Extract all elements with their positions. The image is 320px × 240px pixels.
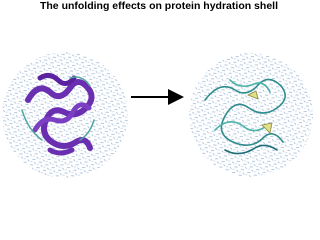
title: The unfolding effects on protein hydrati…: [40, 0, 278, 12]
page: The unfolding effects on protein hydrati…: [2, 0, 313, 178]
folded-protein: [21, 72, 95, 156]
hydration-shell-unfolded: [189, 53, 313, 177]
unfolded-protein: [204, 78, 286, 155]
figure: The unfolding effects on protein hydrati…: [2, 0, 313, 178]
